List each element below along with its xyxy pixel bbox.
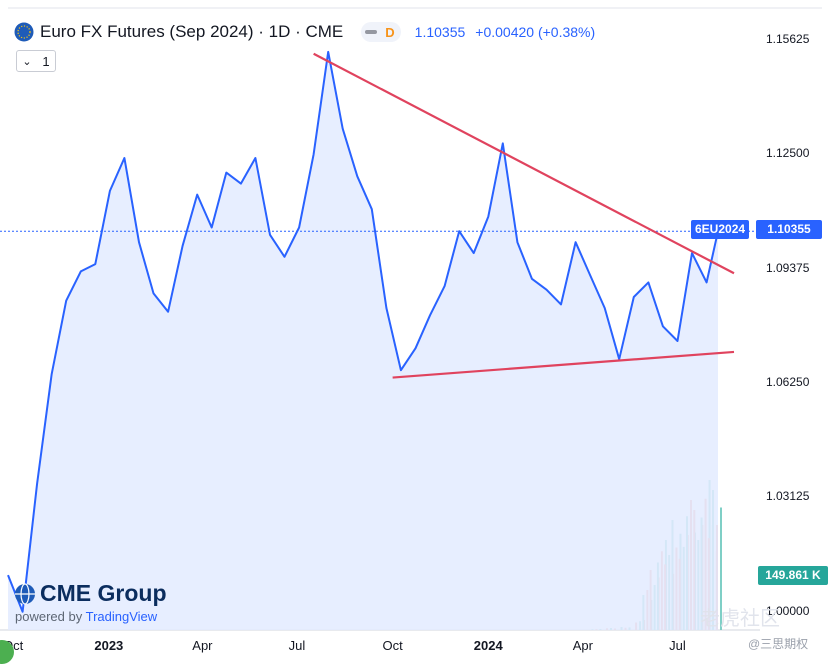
time-tick-label: 2023 [94, 638, 124, 653]
time-tick-label: Apr [192, 638, 213, 653]
symbol-title[interactable]: Euro FX Futures (Sep 2024) · 1D · CME [40, 22, 344, 41]
volume-tag: 149.861 K [758, 566, 828, 585]
chevron-down-icon: ⌄ [22, 55, 32, 68]
price-line[interactable] [7, 50, 719, 613]
interval-selector[interactable]: ⌄ 1 [16, 50, 56, 72]
globe-icon [15, 582, 35, 605]
watermark-handle: @三思期权 [748, 637, 809, 651]
cme-logo[interactable]: CME Group [14, 580, 167, 607]
volume-bar [720, 507, 722, 630]
time-tick-label: 2024 [473, 638, 503, 653]
powered-prefix: powered by [15, 609, 83, 624]
trendlines[interactable] [313, 52, 735, 379]
price-tick-label: 1.00000 [766, 603, 810, 618]
powered-by[interactable]: powered by TradingView [15, 609, 157, 624]
delay-badge[interactable]: D [361, 22, 401, 42]
time-tick-label: Jul [669, 638, 686, 653]
watermark: 老虎社区 [700, 608, 780, 630]
chart-header: Euro FX Futures (Sep 2024) · 1D · CME D … [14, 20, 595, 44]
price-tag: 1.10355 [756, 220, 822, 239]
trendline-1[interactable] [313, 52, 735, 275]
status-dot [0, 640, 14, 664]
price-tick-label: 1.03125 [766, 489, 810, 504]
minus-icon [365, 30, 378, 34]
price-area [8, 51, 718, 630]
tradingview-link[interactable]: TradingView [85, 609, 158, 624]
last-price-readout: 1.10355 [414, 24, 466, 40]
symbol-tag: 6EU2024 [691, 220, 750, 239]
globe-icon [14, 22, 34, 42]
time-tick-label: Apr [572, 638, 593, 653]
time-tick-label: Jul [288, 638, 306, 653]
logo-text: CME Group [40, 580, 167, 606]
interval-value: 1 [42, 53, 50, 69]
time-tick-label: Oct [382, 638, 403, 653]
price-tick-label: 1.12500 [766, 146, 810, 161]
price-tick-label: 1.09375 [766, 260, 810, 275]
delay-letter: D [385, 24, 395, 40]
change-readout: +0.00420 (+0.38%) [475, 24, 596, 40]
price-tick-label: 1.06250 [766, 375, 810, 390]
price-tick-label: 1.15625 [766, 32, 810, 46]
trendline-2[interactable] [392, 350, 735, 379]
